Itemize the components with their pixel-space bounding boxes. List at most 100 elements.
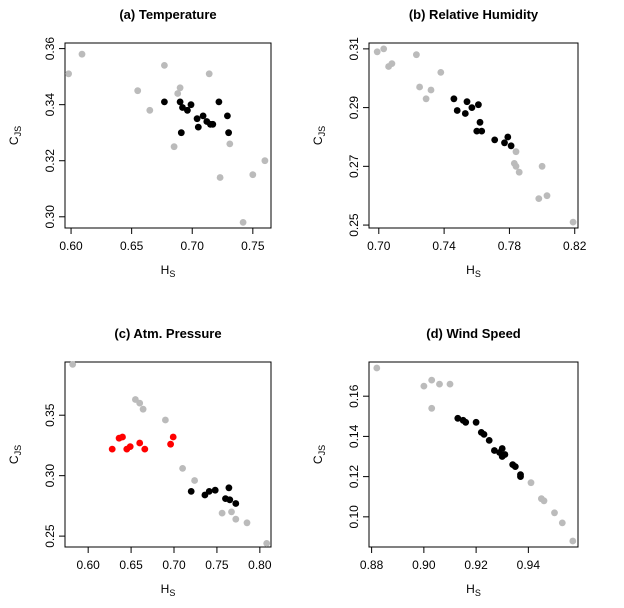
data-point xyxy=(199,112,207,120)
x-tick-label: 0.60 xyxy=(59,239,83,253)
panel-title: (b) Relative Humidity xyxy=(409,7,539,22)
data-point xyxy=(243,519,251,527)
x-tick-label: 0.70 xyxy=(162,558,186,572)
panel-1: (a) Temperature 0.60 0.65 0.70 0.75 0.30 0.32 0… xyxy=(7,7,272,279)
data-point xyxy=(515,168,523,176)
data-point xyxy=(134,87,142,95)
y-tick-label: 0.29 xyxy=(347,96,361,120)
data-point xyxy=(511,463,519,470)
y-tick-label: 0.32 xyxy=(43,149,57,173)
panel-title: (d) Wind Speed xyxy=(426,326,521,341)
data-point xyxy=(184,106,191,114)
x-tick-label: 0.80 xyxy=(248,558,272,572)
x-tick-label: 0.90 xyxy=(412,558,436,572)
y-tick-label: 0.30 xyxy=(43,464,57,488)
data-point xyxy=(193,115,201,123)
x-tick-label: 0.75 xyxy=(241,239,265,253)
data-point xyxy=(136,399,144,407)
x-tick-label: 0.74 xyxy=(432,239,456,253)
data-point xyxy=(569,218,577,226)
data-point xyxy=(167,440,175,448)
data-point xyxy=(69,361,77,368)
plot-frame xyxy=(64,42,272,229)
data-point xyxy=(416,83,423,91)
data-point xyxy=(491,447,498,454)
x-tick-label: 0.88 xyxy=(360,558,384,572)
data-point xyxy=(543,192,551,200)
data-point xyxy=(501,139,508,147)
panel-title: (a) Temperature xyxy=(119,7,216,22)
data-point xyxy=(136,439,144,447)
data-point xyxy=(65,70,72,78)
data-point xyxy=(501,451,509,458)
data-point xyxy=(161,98,168,106)
data-point xyxy=(187,488,195,495)
data-point xyxy=(187,101,195,109)
data-point xyxy=(512,162,520,170)
y-tick-label: 0.12 xyxy=(347,465,361,489)
data-point xyxy=(191,477,199,484)
data-point xyxy=(476,118,484,126)
data-point xyxy=(428,376,436,384)
plot-frame xyxy=(64,361,272,548)
data-point xyxy=(540,497,548,505)
data-point xyxy=(498,445,506,452)
x-tick-label: 0.60 xyxy=(76,558,100,572)
data-point xyxy=(373,364,381,372)
data-point xyxy=(216,174,224,181)
data-point xyxy=(263,540,271,547)
data-point xyxy=(261,157,269,165)
data-point xyxy=(226,140,234,148)
data-point xyxy=(475,101,482,109)
data-point xyxy=(239,219,247,226)
data-point xyxy=(551,509,558,517)
data-point xyxy=(161,62,168,69)
plot-frame xyxy=(368,42,579,229)
data-point xyxy=(174,90,182,97)
data-point xyxy=(141,445,149,453)
y-tick-label: 0.27 xyxy=(347,154,361,178)
data-point xyxy=(194,123,202,131)
data-point xyxy=(478,127,486,135)
data-point xyxy=(228,508,235,516)
x-tick-label: 0.65 xyxy=(119,558,143,572)
data-point xyxy=(569,537,577,545)
x-tick-label: 0.82 xyxy=(563,239,587,253)
y-tick-label: 0.36 xyxy=(43,37,57,61)
data-point xyxy=(380,45,388,53)
x-tick-label: 0.75 xyxy=(205,558,229,572)
data-point xyxy=(436,380,443,388)
x-tick-label: 0.70 xyxy=(181,239,205,253)
y-tick-label: 0.14 xyxy=(347,424,361,448)
data-point xyxy=(179,465,187,472)
y-tick-label: 0.25 xyxy=(43,524,57,548)
data-point xyxy=(512,148,520,156)
data-point xyxy=(388,60,396,67)
data-point xyxy=(507,142,515,150)
y-tick-label: 0.34 xyxy=(43,93,57,117)
y-tick-label: 0.35 xyxy=(43,403,57,427)
y-tick-label: 0.10 xyxy=(347,505,361,529)
data-point xyxy=(427,86,435,94)
data-point xyxy=(463,98,471,106)
data-point xyxy=(527,479,535,487)
data-point xyxy=(249,171,257,179)
data-point xyxy=(215,98,223,106)
panel-4: (d) Wind Speed 0.88 0.90 0.92 0.94 0.10 0.12 0.… xyxy=(311,326,579,598)
data-point xyxy=(146,106,154,114)
data-point xyxy=(162,416,169,424)
data-point xyxy=(205,488,213,495)
y-tick-label: 0.31 xyxy=(347,37,361,61)
data-point xyxy=(420,382,428,390)
data-point xyxy=(472,418,480,426)
x-tick-label: 0.70 xyxy=(367,239,391,253)
x-tick-label: 0.65 xyxy=(120,239,144,253)
data-point xyxy=(211,486,219,494)
data-point xyxy=(468,104,476,111)
y-tick-label: 0.25 xyxy=(347,213,361,237)
data-point xyxy=(139,405,147,413)
data-point xyxy=(177,129,185,137)
data-point xyxy=(225,484,233,492)
data-point xyxy=(462,418,470,426)
